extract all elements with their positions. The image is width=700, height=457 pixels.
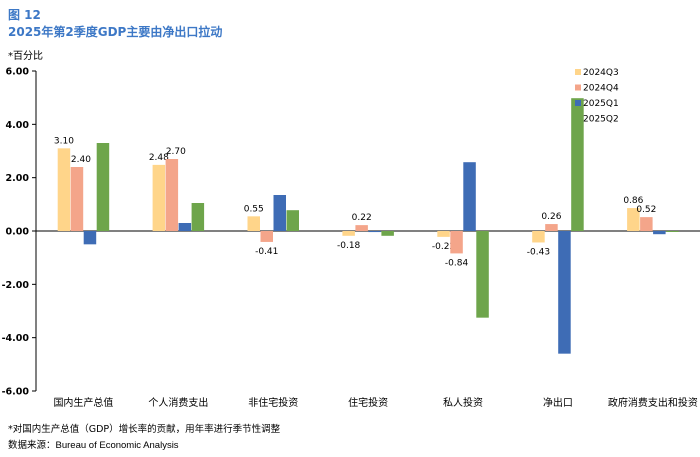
- source-prefix: 数据来源：: [8, 440, 56, 451]
- bar-2025Q1: [273, 195, 286, 231]
- bar-2025Q1: [178, 223, 192, 231]
- bar-2025Q2: [191, 203, 205, 231]
- bar-2024Q4: [165, 159, 179, 231]
- data-label: 2.40: [71, 155, 91, 165]
- bar-2024Q3: [532, 231, 545, 243]
- bar-2024Q4: [355, 225, 368, 231]
- bar-2025Q1: [558, 231, 571, 354]
- bar-2024Q3: [247, 216, 260, 231]
- data-label: -0.22: [432, 242, 455, 252]
- bar-2025Q2: [286, 210, 299, 231]
- bar-2025Q1: [463, 162, 476, 231]
- source-line: 数据来源：Bureau of Economic Analysis: [8, 437, 179, 451]
- bar-2025Q2: [476, 231, 489, 318]
- x-tick-label: 政府消费支出和投资: [608, 396, 698, 409]
- bar-2024Q4: [450, 231, 463, 254]
- data-label: -0.41: [255, 247, 278, 257]
- data-label: -0.84: [445, 258, 469, 268]
- y-tick-label: 6.00: [6, 67, 30, 78]
- y-tick-label: -6.00: [2, 387, 30, 398]
- data-label: -0.43: [527, 247, 550, 257]
- chart-title: 2025年第2季度GDP主要由净出口拉动: [8, 25, 223, 39]
- bar-2024Q3: [437, 231, 450, 237]
- bar-2024Q4: [545, 224, 558, 231]
- bar-2024Q4: [70, 167, 84, 231]
- bar-2024Q3: [342, 231, 355, 236]
- bar-2025Q2: [666, 231, 679, 232]
- y-tick-label: 0.00: [6, 227, 30, 238]
- bar-2025Q2: [571, 98, 584, 231]
- x-tick-label: 净出口: [543, 396, 573, 409]
- bar-2025Q2: [381, 231, 394, 236]
- bar-2024Q4: [260, 231, 273, 242]
- legend-swatch-2024Q3: [575, 69, 581, 75]
- data-label: -0.18: [337, 241, 361, 251]
- data-label: 0.86: [623, 196, 643, 206]
- bar-2024Q3: [152, 164, 166, 231]
- source-name: Bureau of Economic Analysis: [55, 440, 179, 451]
- unit-note: *百分比: [8, 51, 43, 62]
- data-label: 2.70: [166, 147, 186, 157]
- legend-swatch-2025Q1: [575, 100, 581, 106]
- y-tick-label: -2.00: [2, 280, 30, 291]
- legend-label: 2025Q1: [583, 99, 619, 109]
- figure-label: 图 12: [8, 8, 41, 22]
- legend-swatch-2025Q2: [575, 115, 581, 122]
- x-tick-label: 私人投资: [443, 396, 483, 409]
- data-label: 0.55: [244, 204, 264, 214]
- bar-2025Q2: [96, 143, 110, 231]
- legend-swatch-2024Q4: [575, 84, 581, 91]
- bar-2025Q1: [653, 231, 666, 235]
- footnote: *对国内生产总值（GDP）增长率的贡献，用年率进行季节性调整: [8, 424, 281, 435]
- bar-2024Q4: [640, 217, 653, 231]
- data-label: 0.26: [541, 212, 561, 222]
- data-label: 0.52: [636, 205, 656, 215]
- x-tick-label: 个人消费支出: [148, 396, 208, 409]
- data-label: 2.48: [149, 153, 169, 163]
- data-label: 3.10: [54, 136, 74, 146]
- legend-label: 2024Q3: [583, 68, 619, 78]
- y-tick-label: 2.00: [6, 173, 30, 184]
- bar-2024Q3: [57, 148, 71, 231]
- bar-2024Q3: [627, 208, 640, 231]
- legend-label: 2025Q2: [583, 115, 619, 125]
- bar-2025Q1: [83, 231, 97, 245]
- legend-label: 2024Q4: [583, 84, 619, 94]
- data-label: 0.22: [352, 213, 372, 223]
- bar-2025Q1: [368, 231, 381, 233]
- x-tick-label: 非住宅投资: [248, 396, 298, 409]
- x-tick-label: 住宅投资: [348, 396, 388, 409]
- y-tick-label: -4.00: [2, 333, 30, 344]
- y-tick-label: 4.00: [6, 120, 30, 131]
- x-tick-label: 国内生产总值: [53, 396, 113, 409]
